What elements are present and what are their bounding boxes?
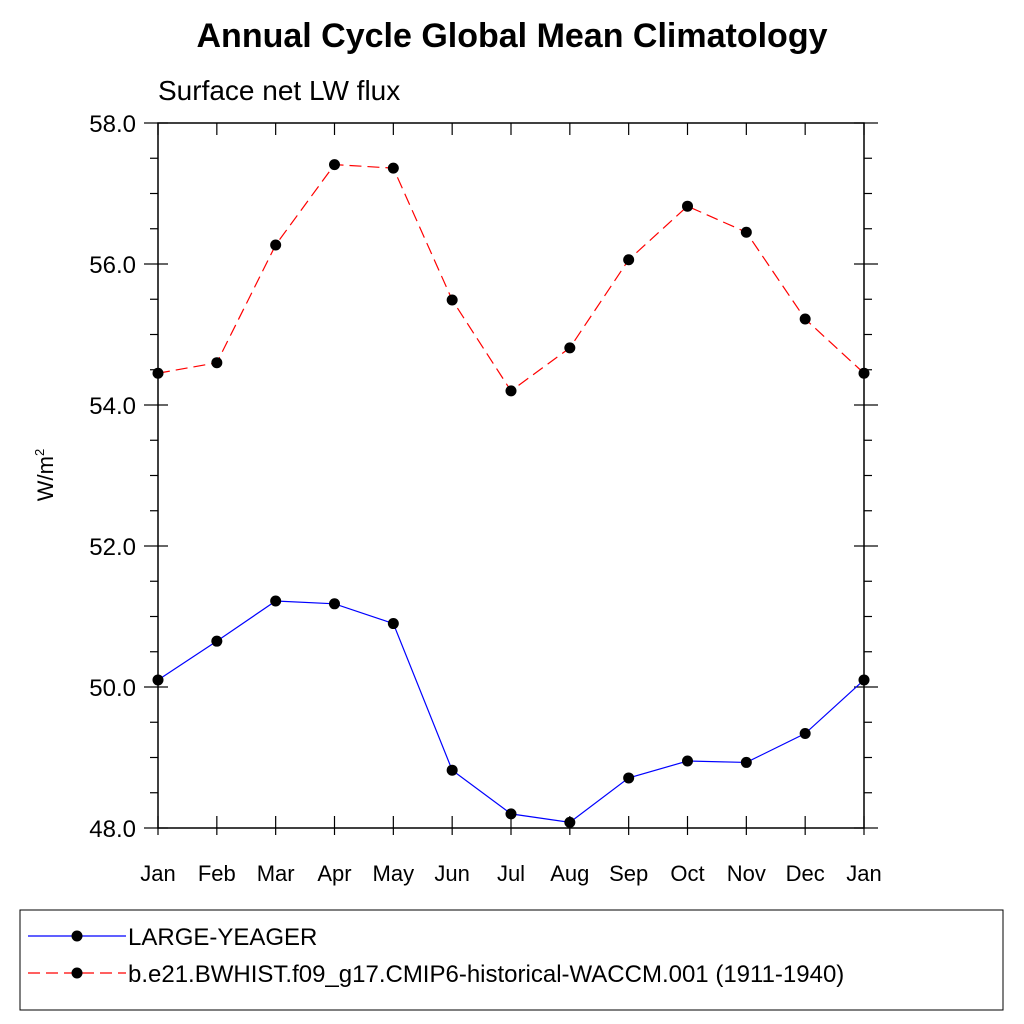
x-tick-label: Sep — [609, 861, 648, 886]
data-point — [270, 239, 282, 251]
x-tick-label: Apr — [317, 861, 351, 886]
data-point — [682, 755, 693, 767]
data-point — [211, 635, 223, 647]
data-point — [858, 367, 870, 379]
data-point — [270, 595, 282, 607]
data-point — [505, 385, 517, 397]
plot-frame — [157, 122, 865, 829]
y-tick-label: 52.0 — [89, 534, 136, 561]
y-tick-label: 58.0 — [89, 111, 136, 138]
y-tick-label: 56.0 — [89, 252, 136, 279]
data-point — [623, 772, 635, 784]
x-tick-label: Dec — [786, 861, 825, 886]
x-tick-label: Feb — [198, 861, 236, 886]
x-tick-label: Jul — [497, 861, 525, 886]
legend: LARGE-YEAGER b.e21.BWHIST.f09_g17.CMIP6-h… — [28, 924, 844, 988]
data-point — [564, 342, 576, 354]
data-point — [329, 598, 340, 610]
data-point — [387, 618, 399, 630]
y-tick-label: 48.0 — [89, 816, 136, 843]
chart-subtitle: Surface net LW flux — [158, 75, 400, 106]
data-point — [211, 357, 223, 369]
series-group — [152, 159, 870, 828]
data-point — [799, 313, 811, 325]
x-tick-labels: Jan Feb Mar Apr May Jun Jul Aug Sep Oct Nov Dec Jan — [140, 861, 881, 886]
data-point — [152, 367, 164, 379]
legend-box — [19, 909, 1004, 1011]
data-point — [740, 226, 752, 238]
x-tick-label: Aug — [550, 861, 589, 886]
legend-label: LARGE-YEAGER — [128, 924, 317, 951]
data-point — [329, 159, 340, 171]
axis-ticks — [144, 122, 878, 835]
legend-marker — [71, 930, 83, 942]
data-point — [152, 674, 164, 686]
x-tick-label: Jan — [846, 861, 881, 886]
data-point — [740, 756, 752, 768]
data-point — [446, 294, 458, 306]
x-tick-label: Nov — [727, 861, 766, 886]
y-axis-label: W/m2 — [32, 449, 58, 501]
data-point — [623, 254, 635, 266]
y-tick-labels: 48.0 50.0 52.0 54.0 56.0 58.0 — [89, 111, 136, 843]
x-tick-label: Jun — [434, 861, 469, 886]
y-tick-label: 54.0 — [89, 393, 136, 420]
x-tick-label: Jan — [140, 861, 175, 886]
data-point — [682, 200, 693, 212]
series-line-0 — [157, 600, 865, 823]
data-point — [505, 808, 517, 820]
chart-title: Annual Cycle Global Mean Climatology — [197, 17, 828, 55]
x-tick-label: Mar — [257, 861, 295, 886]
x-tick-label: Oct — [670, 861, 704, 886]
data-point — [387, 162, 399, 174]
y-tick-label: 50.0 — [89, 675, 136, 702]
legend-marker — [71, 967, 83, 979]
data-point — [858, 674, 870, 686]
data-point — [799, 728, 811, 740]
series-line-1 — [157, 163, 865, 392]
data-point — [564, 816, 576, 828]
legend-label: b.e21.BWHIST.f09_g17.CMIP6-historical-WA… — [128, 961, 844, 988]
data-point — [446, 764, 458, 776]
x-tick-label: May — [373, 861, 415, 886]
